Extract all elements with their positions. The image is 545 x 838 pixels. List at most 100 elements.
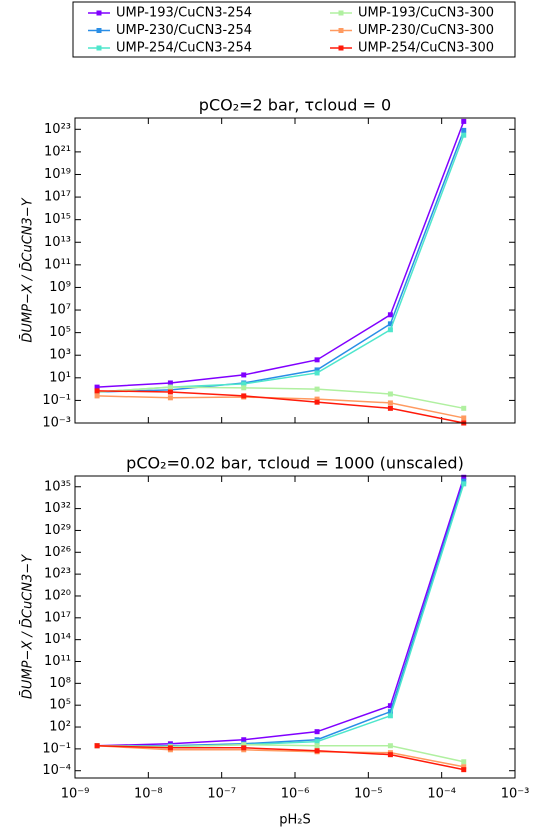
y-tick-label: 10⁵ xyxy=(49,325,71,340)
y-tick-label: 10³⁵ xyxy=(44,479,71,494)
y-tick-label: 10⁸ xyxy=(49,676,71,691)
marker xyxy=(314,357,320,363)
series-line xyxy=(97,121,465,388)
marker xyxy=(94,384,100,390)
series-line xyxy=(97,744,464,771)
marker xyxy=(241,381,247,387)
series-line xyxy=(97,395,464,419)
y-tick-label: 10⁻¹ xyxy=(42,393,71,408)
marker xyxy=(314,739,320,745)
y-tick-label: 10²³ xyxy=(44,567,71,582)
marker xyxy=(241,393,247,399)
marker xyxy=(461,127,467,133)
marker xyxy=(387,400,393,406)
plot-frame xyxy=(74,117,516,424)
marker xyxy=(387,709,393,715)
x-tick-label: 10⁻⁶ xyxy=(281,787,310,802)
y-tick-label: 10²³ xyxy=(44,122,71,137)
marker xyxy=(314,729,320,735)
marker xyxy=(387,321,393,327)
marker xyxy=(387,713,393,719)
y-tick-label: 10¹⁷ xyxy=(44,190,71,205)
y-tick-label: 10⁻¹ xyxy=(42,741,71,756)
series-line xyxy=(97,480,465,747)
y-tick-label: 10¹¹ xyxy=(44,257,71,272)
y-tick-label: 10²⁶ xyxy=(44,545,71,560)
marker xyxy=(461,767,467,773)
x-tick-label: 10⁻⁷ xyxy=(207,787,236,802)
marker xyxy=(387,391,393,397)
y-axis-label: D̄UMP−X / D̄CuCN3−Y xyxy=(20,197,35,342)
series-line xyxy=(97,390,464,424)
y-tick-label: 10⁻³ xyxy=(42,416,71,431)
legend-marker xyxy=(338,10,344,16)
y-tick-label: 10²⁰ xyxy=(44,588,71,603)
marker xyxy=(461,118,467,124)
series-line xyxy=(97,483,465,748)
y-tick-label: 10⁻⁴ xyxy=(42,763,71,778)
marker xyxy=(387,327,393,333)
series-line xyxy=(97,477,465,747)
y-tick-label: 10¹ xyxy=(49,370,71,385)
marker xyxy=(241,745,247,751)
marker xyxy=(387,743,393,749)
y-tick-label: 10⁹ xyxy=(49,280,71,295)
marker xyxy=(167,395,173,401)
x-tick-label: 10⁻⁵ xyxy=(354,787,383,802)
marker xyxy=(314,396,320,402)
marker xyxy=(461,764,467,770)
series-line xyxy=(97,743,464,763)
series-line xyxy=(97,386,464,410)
marker xyxy=(241,372,247,378)
series-line xyxy=(97,744,464,768)
y-tick-label: 10¹⁹ xyxy=(44,167,71,182)
y-tick-label: 10¹³ xyxy=(44,235,71,250)
y-axis-label: D̄UMP−X / D̄CuCN3−Y xyxy=(20,554,35,699)
marker xyxy=(461,481,467,487)
legend-marker xyxy=(338,28,344,33)
x-tick-label: 10⁻⁸ xyxy=(134,787,163,802)
chart-title: pCO₂=2 bar, τcloud = 0 xyxy=(199,96,391,115)
marker xyxy=(167,389,173,395)
legend-label: UMP-230/CuCN3-300 xyxy=(358,23,494,38)
marker xyxy=(461,478,467,484)
marker xyxy=(94,393,100,399)
marker xyxy=(167,380,173,386)
marker xyxy=(461,759,467,765)
marker xyxy=(461,132,467,138)
legend-marker xyxy=(96,45,102,51)
legend-marker xyxy=(96,10,102,16)
legend-label: UMP-230/CuCN3-254 xyxy=(116,23,252,38)
marker xyxy=(387,312,393,318)
y-tick-label: 10¹⁴ xyxy=(44,632,71,647)
legend-label: UMP-193/CuCN3-254 xyxy=(116,6,252,21)
legend-marker xyxy=(96,28,102,33)
marker xyxy=(314,743,320,749)
legend-box xyxy=(72,1,516,58)
marker xyxy=(387,752,393,758)
x-tick-label: 10⁻³ xyxy=(501,787,530,802)
legend-label: UMP-254/CuCN3-254 xyxy=(116,41,252,56)
x-tick-label: 10⁻⁴ xyxy=(427,787,456,802)
y-tick-label: 10² xyxy=(49,720,71,735)
plot-frame xyxy=(74,475,516,779)
marker xyxy=(314,748,320,754)
marker xyxy=(461,474,467,480)
legend-marker xyxy=(338,45,344,51)
marker xyxy=(387,405,393,411)
marker xyxy=(314,367,320,373)
marker xyxy=(241,385,247,391)
marker xyxy=(461,415,467,421)
marker xyxy=(167,384,173,390)
marker xyxy=(314,386,320,392)
x-tick-label: 10⁻⁹ xyxy=(61,787,90,802)
marker xyxy=(314,370,320,376)
series-line xyxy=(97,130,465,393)
y-tick-label: 10²¹ xyxy=(44,144,71,159)
marker xyxy=(167,745,173,751)
marker xyxy=(241,737,247,743)
chart-title: pCO₂=0.02 bar, τcloud = 1000 (unscaled) xyxy=(126,454,464,473)
y-tick-label: 10³ xyxy=(49,348,71,363)
marker xyxy=(94,743,100,749)
